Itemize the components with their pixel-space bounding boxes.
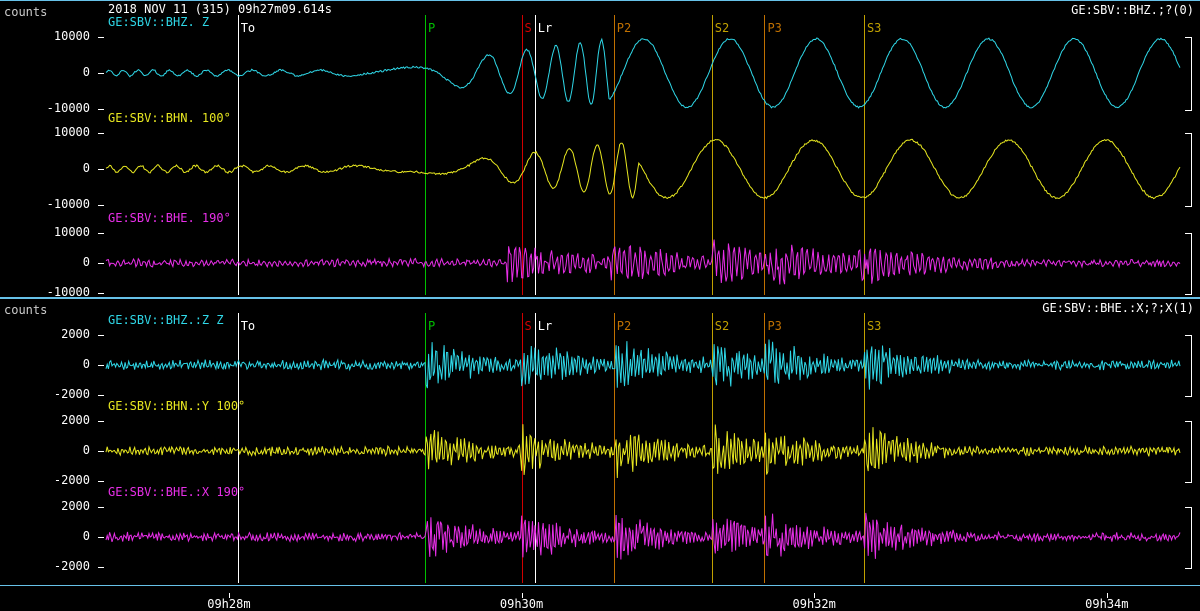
time-axis: 09h28m 09h30m 09h32m 09h34m — [0, 593, 1200, 611]
ytick-label: 10000 — [0, 125, 90, 139]
ytick-label: 0 — [0, 65, 90, 79]
timestamp-label: 2018 NOV 11 (315) 09h27m09.614s — [108, 2, 332, 16]
ytick-label: 0 — [0, 443, 90, 457]
ytick-label: 2000 — [0, 499, 90, 513]
ytick-label: 0 — [0, 255, 90, 269]
trace-label: GE:SBV::BHZ.:Z Z — [108, 313, 224, 327]
xtick-label: 09h32m — [793, 597, 836, 611]
yaxis-units-label: counts — [4, 303, 47, 317]
xtick-label: 09h28m — [207, 597, 250, 611]
ytick-label: 0 — [0, 161, 90, 175]
trace-label: GE:SBV::BHZ. Z — [108, 15, 209, 29]
ytick-label: -2000 — [0, 559, 90, 573]
trace-label: GE:SBV::BHN.:Y 100° — [108, 399, 245, 413]
amplitude-bracket — [1185, 133, 1192, 207]
xtick-label: 09h34m — [1085, 597, 1128, 611]
ytick-label: -10000 — [0, 285, 90, 299]
trace-label: GE:SBV::BHN. 100° — [108, 111, 231, 125]
seismogram-panel-filtered: counts GE:SBV::BHE.:X;?;X(1) ToPSLrP2S2P… — [0, 298, 1200, 586]
ytick-label: 10000 — [0, 225, 90, 239]
amplitude-bracket — [1185, 507, 1192, 569]
ytick-label: 0 — [0, 529, 90, 543]
seismogram-panel-raw: counts 2018 NOV 11 (315) 09h27m09.614s G… — [0, 0, 1200, 298]
ytick-label: -10000 — [0, 197, 90, 211]
ytick-label: 2000 — [0, 327, 90, 341]
amplitude-bracket — [1185, 233, 1192, 295]
amplitude-bracket — [1185, 37, 1192, 111]
yaxis-units-label: counts — [4, 5, 47, 19]
plot-area[interactable]: ToPSLrP2S2P3S3 — [106, 15, 1180, 295]
trace-label: GE:SBV::BHE. 190° — [108, 211, 231, 225]
ytick-label: -2000 — [0, 473, 90, 487]
ytick-label: 0 — [0, 357, 90, 371]
ytick-label: -2000 — [0, 387, 90, 401]
trace-label: GE:SBV::BHE.:X 190° — [108, 485, 245, 499]
amplitude-bracket — [1185, 335, 1192, 397]
ytick-label: 2000 — [0, 413, 90, 427]
xtick-label: 09h30m — [500, 597, 543, 611]
ytick-label: 10000 — [0, 29, 90, 43]
amplitude-bracket — [1185, 421, 1192, 483]
plot-area[interactable]: ToPSLrP2S2P3S3 — [106, 313, 1180, 583]
waveform-trace — [106, 313, 1180, 583]
waveform-trace — [106, 15, 1180, 295]
ytick-label: -10000 — [0, 101, 90, 115]
